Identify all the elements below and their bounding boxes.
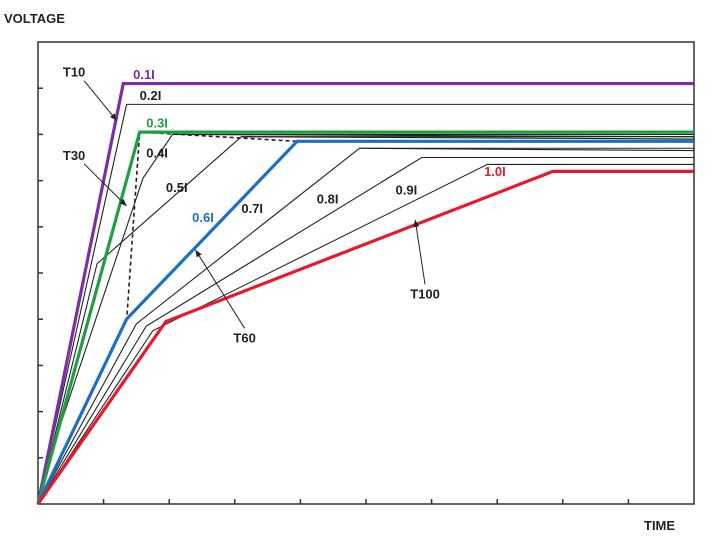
series-line-0-8i — [37, 156, 694, 505]
callout-leader — [83, 163, 127, 207]
series-line-0-1i — [36, 81, 694, 505]
callout-leader — [83, 80, 118, 121]
callout-label: T100 — [410, 286, 440, 301]
series-labels: 0.1I 0.2I 0.3I 0.4I 0.5I 0.6I 0.7I 0.8I 0.9I 1.0I — [133, 67, 506, 225]
callout-label: T60 — [233, 330, 255, 345]
plot-frame — [37, 41, 695, 505]
series-label: 0.4I — [146, 146, 168, 161]
callout-leader — [195, 249, 246, 329]
series-line-0-5i — [37, 136, 694, 505]
callout-arrowhead — [413, 219, 420, 228]
series-line-0-9i — [37, 163, 694, 505]
series-label: 0.9I — [396, 182, 418, 197]
series-label: 0.5I — [166, 180, 188, 195]
series-label: 0.3I — [146, 115, 168, 130]
callout-label: T30 — [63, 148, 85, 163]
callout-leader — [414, 219, 426, 285]
y-axis-title: VOLTAGE — [4, 11, 65, 26]
series-line-0-7i — [37, 147, 694, 505]
x-axis-title: TIME — [644, 518, 675, 533]
series-line-0-4i — [37, 133, 694, 505]
series-label: 0.1I — [133, 67, 155, 82]
series-label: 0.7I — [241, 201, 263, 216]
callout-arrowhead — [195, 249, 202, 258]
series-label: 0.6I — [192, 210, 214, 225]
callouts: T10 T30 T60 T100 — [63, 65, 440, 346]
series-layer — [36, 81, 695, 505]
series-line-0-6i — [36, 139, 694, 505]
axis-ticks — [38, 87, 630, 504]
series-line-1-0i — [36, 169, 694, 505]
series-line-0-2i — [37, 103, 694, 505]
callout-label: T10 — [63, 65, 85, 80]
series-label: 0.8I — [317, 192, 339, 207]
series-label: 1.0I — [484, 164, 506, 179]
series-label: 0.2I — [140, 88, 162, 103]
callout-arrowhead — [109, 113, 117, 121]
series-line-0-3i — [36, 130, 694, 505]
callout-arrowhead — [119, 198, 127, 207]
